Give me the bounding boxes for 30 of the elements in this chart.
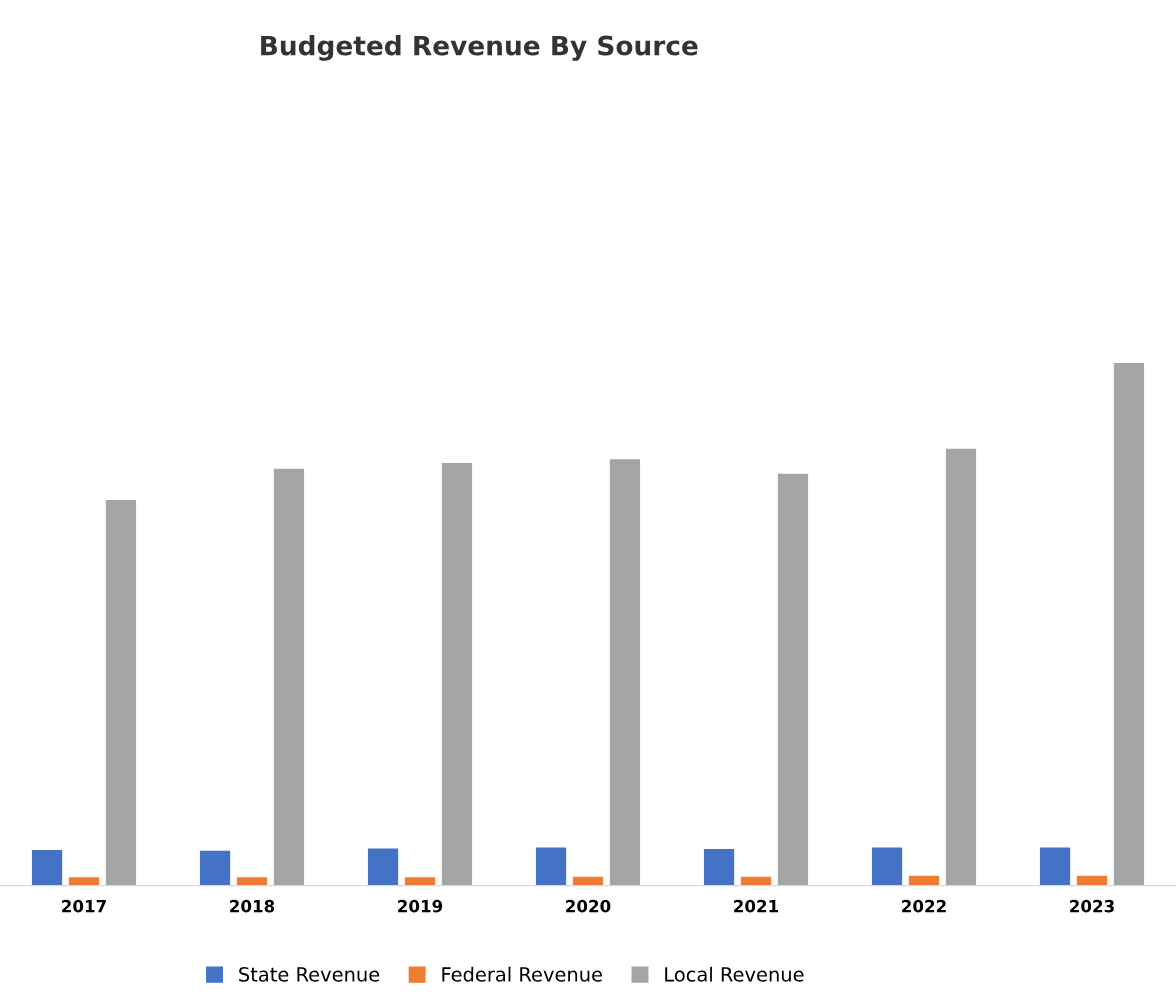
bar [199,850,231,886]
x-tick-label: 2022 [902,899,946,913]
bar [273,468,305,886]
bar [105,499,137,886]
bar [441,462,473,886]
bar [1113,363,1145,886]
bar [367,848,399,886]
bar [404,877,436,886]
x-tick-label: 2020 [566,899,611,913]
x-tick-label: 2021 [734,899,779,913]
bar [609,459,641,886]
legend-label: Federal Revenue [442,966,603,982]
legend-label: Local Revenue [665,966,804,982]
bar [703,849,735,886]
bar [908,875,940,886]
bar [31,850,63,886]
bar [236,877,268,886]
bar [777,473,809,886]
bar [68,877,100,886]
bar [535,847,567,886]
x-tick-label: 2019 [398,899,443,913]
bar [945,448,977,886]
bar [871,847,903,886]
x-tick-label: 2018 [230,899,275,913]
x-tick-label: 2017 [62,899,106,913]
chart-title: Budgeted Revenue By Source [261,35,698,61]
legend-label: State Revenue [239,967,380,982]
bar [1076,875,1108,886]
x-tick-label: 2023 [1070,899,1114,913]
bar [1039,847,1071,886]
